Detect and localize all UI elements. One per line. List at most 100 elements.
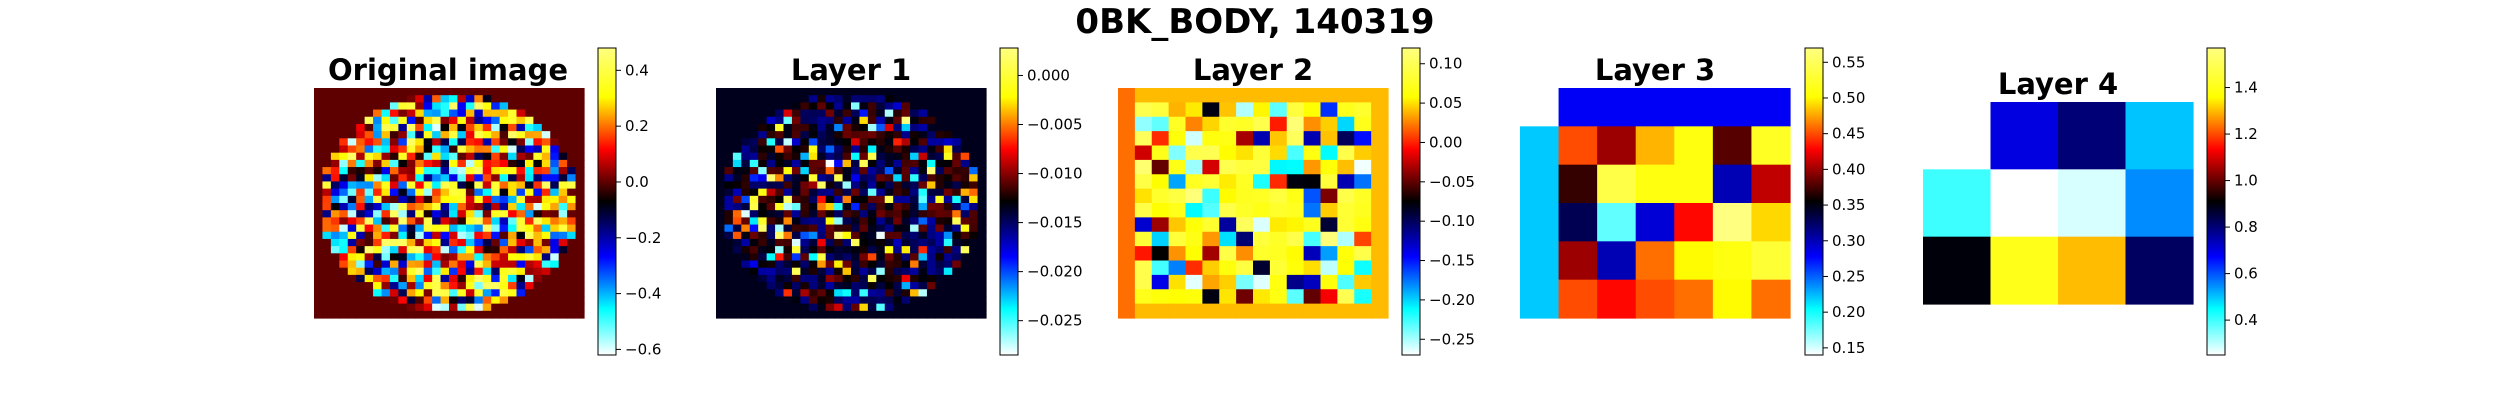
heatmap-cell [449,159,459,168]
heatmap-cell [567,310,577,319]
heatmap-cell [1134,102,1153,118]
heatmap-cell [398,88,408,96]
heatmap-cell [724,274,734,283]
heatmap-cell [969,188,979,197]
heatmap-cell [1303,159,1322,175]
heatmap-cell [533,224,543,233]
heatmap-cell [516,95,526,103]
heatmap-cell [1219,188,1237,204]
heatmap-cell [969,217,979,226]
heatmap-cell [901,210,911,218]
heatmap-cell [876,289,886,298]
heatmap-cell [749,296,759,305]
heatmap-cell [1253,246,1271,262]
heatmap-cell [943,123,953,132]
heatmap-cell [1337,188,1355,204]
heatmap-cell [432,102,442,111]
heatmap-cell [491,181,501,190]
heatmap-cell [314,167,324,175]
heatmap-cell [749,267,759,276]
heatmap-cell [952,159,962,168]
heatmap-cell [741,217,751,226]
heatmap-cell [398,123,408,132]
heatmap-cell [960,102,970,111]
heatmap-cell [1219,145,1237,161]
heatmap-cell [516,174,526,183]
heatmap-cell [330,138,340,147]
heatmap-cell [575,188,585,197]
heatmap-cell [935,95,945,103]
heatmap-cell [339,282,349,290]
heatmap-cell [842,145,852,154]
heatmap-cell [766,289,776,298]
heatmap-cell [508,145,518,154]
heatmap-cell [926,109,936,118]
heatmap-cell [567,88,577,96]
heatmap-cell [423,282,433,290]
heatmap-cell [474,145,484,154]
heatmap-cell [524,267,534,276]
heatmap-cell [876,102,886,111]
heatmap-cell [373,152,383,161]
heatmap-cell [415,145,425,154]
heatmap-cell [952,231,962,240]
heatmap-cell [508,102,518,111]
heatmap-cell [449,109,459,118]
heatmap-cell [339,289,349,298]
heatmap-cell [314,282,324,290]
heatmap-cell [960,224,970,233]
heatmap-cell [322,203,332,211]
heatmap-cell [893,267,903,276]
heatmap-cell [791,246,801,254]
heatmap-cell [901,260,911,269]
heatmap-cell [901,188,911,197]
heatmap-cell [524,231,534,240]
heatmap-cell [943,203,953,211]
heatmap-cell [381,95,391,103]
heatmap-cell [867,95,877,103]
heatmap-cell [732,224,742,233]
heatmap-cell [457,296,467,305]
heatmap-cell [851,217,861,226]
heatmap-cell [423,260,433,269]
heatmap-cell [775,116,785,125]
heatmap-cell [851,289,861,298]
heatmap-cell [524,203,534,211]
colorbar-tick-label: −0.25 [1429,330,1475,348]
heatmap-cell [347,289,357,298]
heatmap-cell [910,159,920,168]
heatmap-cell [716,296,726,305]
heatmap-cell [732,296,742,305]
heatmap-cell [406,116,416,125]
heatmap-cell [783,167,793,175]
heatmap-cell [457,203,467,211]
heatmap-cell [432,246,442,254]
heatmap-cell [851,131,861,139]
heatmap-cell [1219,217,1237,233]
heatmap-cell [935,231,945,240]
heatmap-cell [330,131,340,139]
heatmap-cell [851,167,861,175]
heatmap-cell [482,203,492,211]
heatmap-cell [842,267,852,276]
heatmap-cell [817,303,827,312]
heatmap-cell [783,195,793,204]
heatmap-cell [558,217,568,226]
heatmap-cell [482,95,492,103]
heatmap-cell [716,159,726,168]
heatmap-cell [791,231,801,240]
heatmap-cell [482,181,492,190]
heatmap-cell [732,282,742,290]
heatmap-cell [834,210,844,218]
heatmap-cell [741,246,751,254]
heatmap-cell [356,138,366,147]
heatmap-cell [876,246,886,254]
heatmap-cell [465,188,475,197]
heatmap-cell [541,253,551,262]
heatmap-cell [1236,303,1254,319]
heatmap-cell [800,123,810,132]
heatmap-cell [960,159,970,168]
heatmap-cell [398,181,408,190]
heatmap-cell [482,131,492,139]
heatmap-cell [474,289,484,298]
